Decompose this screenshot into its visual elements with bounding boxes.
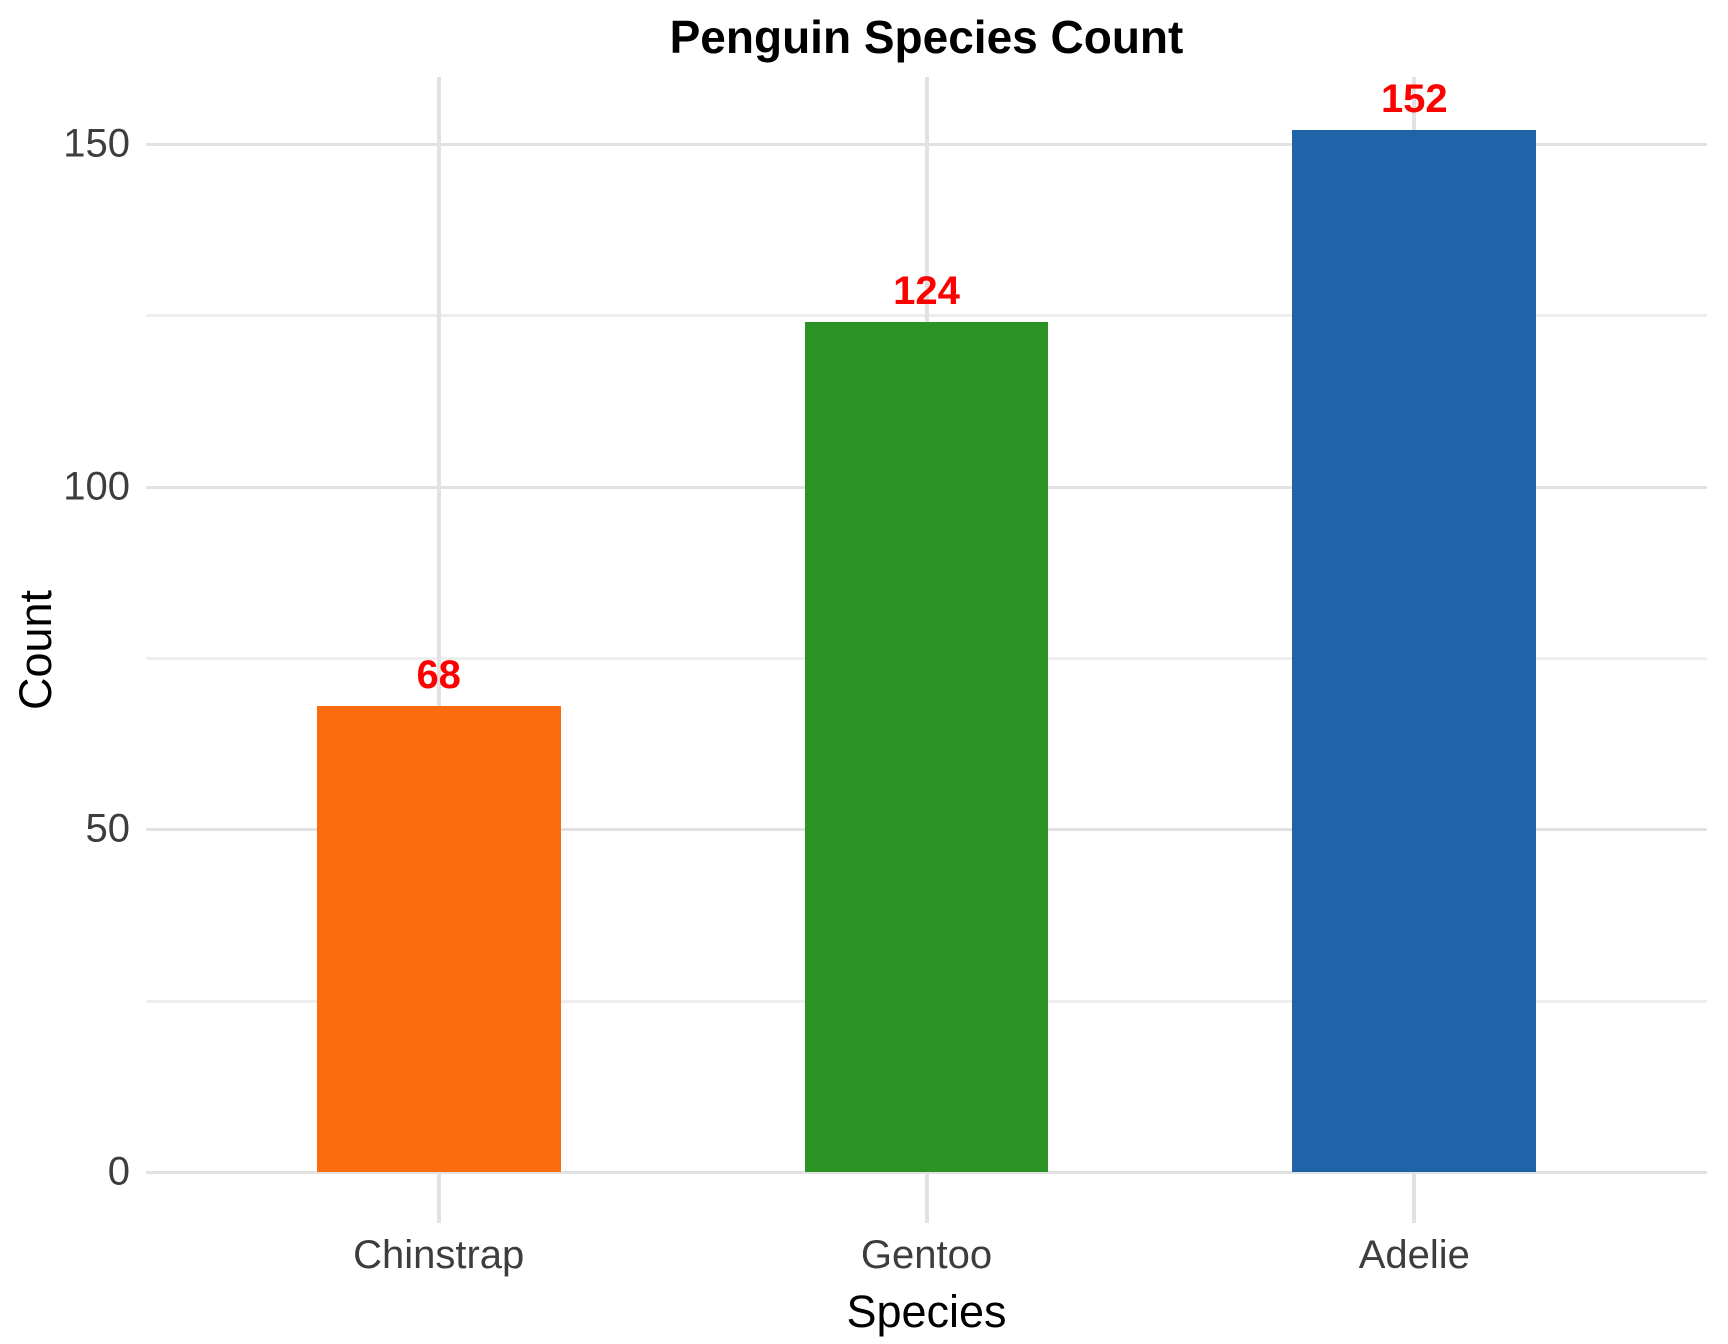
bar-adelie xyxy=(1292,130,1537,1172)
value-label-chinstrap: 68 xyxy=(416,652,461,697)
xtick-label-chinstrap: Chinstrap xyxy=(353,1233,525,1277)
xtick-label-gentoo: Gentoo xyxy=(860,1233,993,1277)
plot-panel xyxy=(146,77,1707,1223)
chart-title: Penguin Species Count xyxy=(669,11,1184,63)
ytick-label-0: 0 xyxy=(107,1149,130,1194)
bar-gentoo xyxy=(804,322,1049,1172)
x-axis-label: Species xyxy=(846,1286,1007,1337)
y-axis-label: Count xyxy=(10,589,61,711)
ytick-label-50: 50 xyxy=(85,806,131,851)
value-label-adelie: 152 xyxy=(1380,77,1448,122)
bar-chinstrap xyxy=(316,705,561,1172)
ytick-label-100: 100 xyxy=(63,464,130,509)
xtick-label-adelie: Adelie xyxy=(1358,1233,1470,1277)
ytick-label-150: 150 xyxy=(63,121,130,166)
gridline-vertical-chinstrap xyxy=(436,77,441,1223)
value-label-gentoo: 124 xyxy=(893,269,960,314)
